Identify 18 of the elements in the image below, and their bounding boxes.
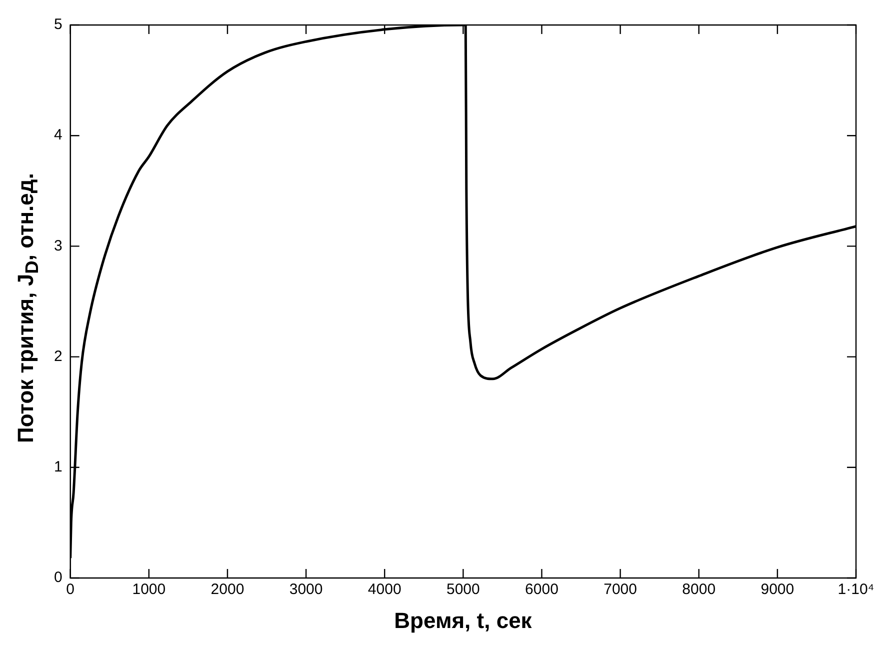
- y-tick-label: 0: [54, 569, 62, 586]
- x-tick-label: 1000: [132, 581, 166, 598]
- y-tick-label: 1: [54, 458, 62, 476]
- x-tick-label: 5000: [446, 581, 480, 598]
- x-tick-label: 3000: [289, 581, 323, 598]
- x-axis-title: Время, t, сек: [393, 608, 533, 634]
- y-tick-label: 5: [54, 16, 62, 34]
- x-tick-label: 1·10⁴: [838, 581, 874, 598]
- y-tick-label: 2: [54, 348, 62, 365]
- x-tick-label: 2000: [210, 581, 244, 598]
- x-tick-label: 7000: [604, 581, 637, 598]
- x-tick-label: 9000: [760, 581, 794, 598]
- x-tick-label: 8000: [682, 581, 716, 598]
- x-tick-label: 6000: [525, 581, 558, 598]
- y-tick-label: 4: [54, 126, 62, 144]
- y-tick-label: 3: [54, 237, 62, 254]
- x-tick-label: 0: [66, 581, 75, 598]
- x-tick-label: 4000: [368, 581, 402, 598]
